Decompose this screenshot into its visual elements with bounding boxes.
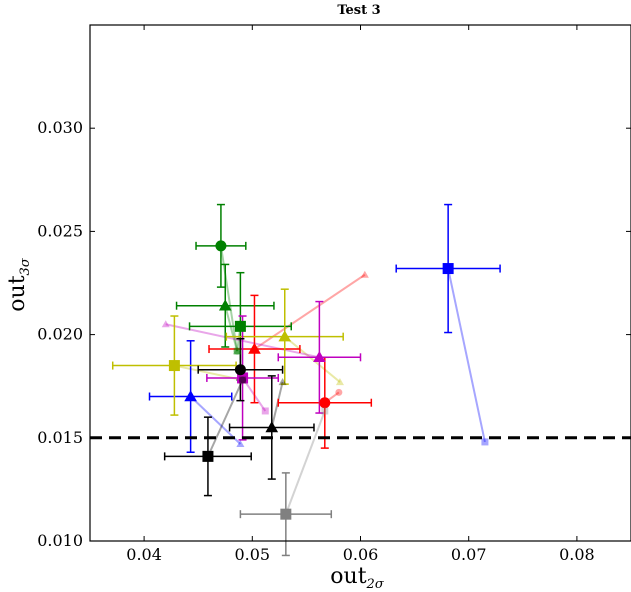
end-marker bbox=[239, 376, 247, 384]
end-marker bbox=[261, 407, 269, 415]
end-marker bbox=[335, 378, 344, 386]
connector-line bbox=[284, 335, 341, 383]
connector-line bbox=[219, 245, 239, 352]
y-axis-label: out3σ bbox=[5, 257, 33, 312]
end-marker bbox=[360, 270, 369, 278]
y-tick-label: 0.030 bbox=[37, 118, 83, 137]
connector-line bbox=[253, 273, 366, 350]
end-marker bbox=[335, 388, 343, 396]
data-point bbox=[265, 421, 279, 433]
data-point bbox=[313, 350, 326, 363]
error-bars bbox=[111, 203, 501, 557]
end-marker bbox=[233, 347, 241, 355]
x-tick-label: 0.06 bbox=[343, 545, 379, 564]
data-point bbox=[278, 330, 292, 342]
connector-line bbox=[207, 379, 244, 457]
data-point bbox=[218, 299, 232, 311]
end-marker bbox=[321, 407, 329, 415]
x-tick-label: 0.05 bbox=[234, 545, 270, 564]
data-point bbox=[248, 342, 261, 354]
x-tick-labels: 0.04 0.05 0.06 0.07 0.08 bbox=[126, 545, 594, 564]
connector-line bbox=[270, 381, 284, 428]
end-marker bbox=[233, 347, 241, 355]
y-tick-label: 0.010 bbox=[37, 531, 83, 550]
data-point bbox=[234, 364, 246, 376]
connector-line bbox=[224, 305, 239, 352]
chart-title: Test 3 bbox=[337, 3, 380, 18]
data-point bbox=[184, 390, 197, 402]
y-tick-labels: 0.010 0.015 0.020 0.025 0.030 bbox=[37, 118, 83, 550]
x-tick-label: 0.08 bbox=[559, 545, 595, 564]
connector-line bbox=[284, 410, 326, 515]
data-point bbox=[237, 372, 249, 384]
data-point bbox=[234, 320, 246, 332]
end-marker bbox=[239, 376, 247, 384]
end-marker bbox=[278, 378, 287, 386]
end-marker bbox=[161, 320, 170, 328]
x-tick-label: 0.07 bbox=[451, 545, 487, 564]
data-point bbox=[168, 360, 180, 372]
connector-line bbox=[447, 268, 486, 443]
plot-area bbox=[89, 24, 631, 542]
end-marker bbox=[233, 347, 242, 355]
x-axis-label: out2σ bbox=[330, 564, 385, 592]
data-markers bbox=[161, 240, 489, 520]
y-tick-label: 0.020 bbox=[37, 325, 83, 344]
y-tick-label: 0.015 bbox=[37, 428, 83, 447]
data-point bbox=[215, 240, 227, 252]
data-point bbox=[442, 263, 454, 275]
connector-line bbox=[189, 395, 242, 445]
end-marker bbox=[236, 439, 245, 448]
data-point bbox=[202, 450, 214, 462]
data-point bbox=[319, 397, 331, 409]
x-tick-label: 0.04 bbox=[126, 545, 162, 564]
end-marker bbox=[481, 438, 489, 446]
axis-ticks bbox=[90, 25, 631, 542]
data-point bbox=[280, 508, 292, 520]
y-tick-label: 0.025 bbox=[37, 221, 83, 240]
